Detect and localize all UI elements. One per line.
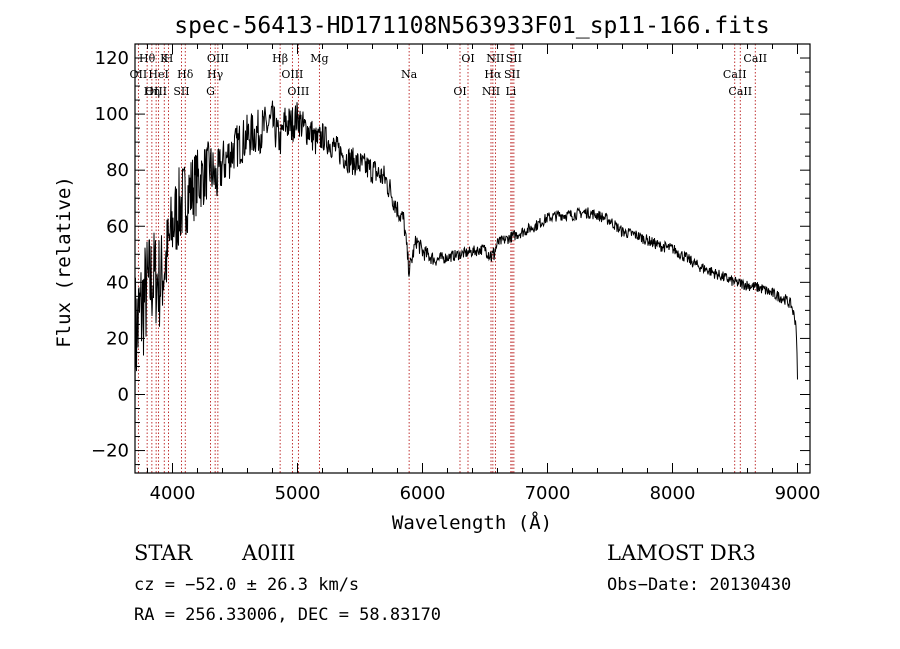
line-marker-label: Hδ <box>177 68 194 81</box>
line-marker-label: Mg <box>310 52 328 65</box>
coordinates-readout: RA = 256.33006, DEC = 58.83170 <box>134 605 441 625</box>
observation-date: Obs−Date: 20130430 <box>607 575 791 595</box>
y-tick-label: 120 <box>95 48 129 69</box>
line-marker-label: G <box>206 85 215 98</box>
y-axis-label: Flux (relative) <box>53 176 75 348</box>
y-tick-label: 20 <box>106 328 129 349</box>
line-marker-label: Na <box>401 68 418 81</box>
line-marker-label: HeI <box>148 68 168 81</box>
line-marker-label: CaII <box>743 52 767 65</box>
line-marker-label: NII <box>482 85 500 98</box>
line-marker-label: H <box>164 52 174 65</box>
x-tick-label: 9000 <box>775 483 821 504</box>
redshift-readout: cz = −52.0 ± 26.3 km/s <box>134 575 359 595</box>
line-marker-label: Hα <box>484 68 502 81</box>
line-marker-label: OI <box>461 52 474 65</box>
y-tick-label: 0 <box>118 384 129 405</box>
line-marker-label: OIII <box>145 85 167 98</box>
y-tick-label: 40 <box>106 272 129 293</box>
object-class: STAR <box>134 541 193 565</box>
line-marker-label: Hη <box>144 85 160 98</box>
spectrum-line <box>134 100 798 409</box>
line-marker-label: Li <box>505 85 516 98</box>
line-marker-label: OIII <box>287 85 309 98</box>
survey-name: LAMOST DR3 <box>607 541 756 565</box>
line-marker-label: SII <box>173 85 189 98</box>
line-marker-label: SII <box>506 52 522 65</box>
y-tick-label: −20 <box>91 441 129 462</box>
line-marker-label: CaII <box>728 85 752 98</box>
object-subclass: A0III <box>241 541 295 565</box>
line-marker-label: NII <box>486 52 504 65</box>
line-marker-label: OIII <box>281 68 303 81</box>
axis-ticks <box>135 43 810 473</box>
line-marker-label: SII <box>504 68 520 81</box>
line-marker-label: K <box>160 52 169 65</box>
line-marker-label: Hγ <box>207 68 224 81</box>
y-tick-label: 80 <box>106 160 129 181</box>
x-tick-label: 4000 <box>150 483 196 504</box>
y-tick-label: 100 <box>95 104 129 125</box>
line-marker-label: Hθ <box>139 52 156 65</box>
x-tick-label: 6000 <box>400 483 446 504</box>
chart-title: spec-56413-HD171108N563933F01_sp11-166.f… <box>174 13 769 39</box>
line-marker-label: Hβ <box>272 52 288 65</box>
x-tick-label: 8000 <box>650 483 696 504</box>
x-axis-label: Wavelength (Å) <box>392 511 552 534</box>
line-marker-label: CaII <box>723 68 747 81</box>
axis-tick-labels: 4000 5000 6000 7000 8000 9000 −20 0 20 40 60 80 100 1… <box>91 48 820 504</box>
x-tick-label: 7000 <box>525 483 571 504</box>
plot-frame <box>134 43 811 474</box>
line-marker-labels: Hθ OII OIII K HeI Hη HHδ SII OIII Hγ G Hβ OIII OIII Mg… <box>130 52 768 98</box>
x-tick-label: 5000 <box>275 483 321 504</box>
line-marker-label: OI <box>453 85 466 98</box>
line-marker-label: OIII <box>207 52 229 65</box>
y-tick-label: 60 <box>106 216 129 237</box>
line-marker-label: OII <box>130 68 148 81</box>
